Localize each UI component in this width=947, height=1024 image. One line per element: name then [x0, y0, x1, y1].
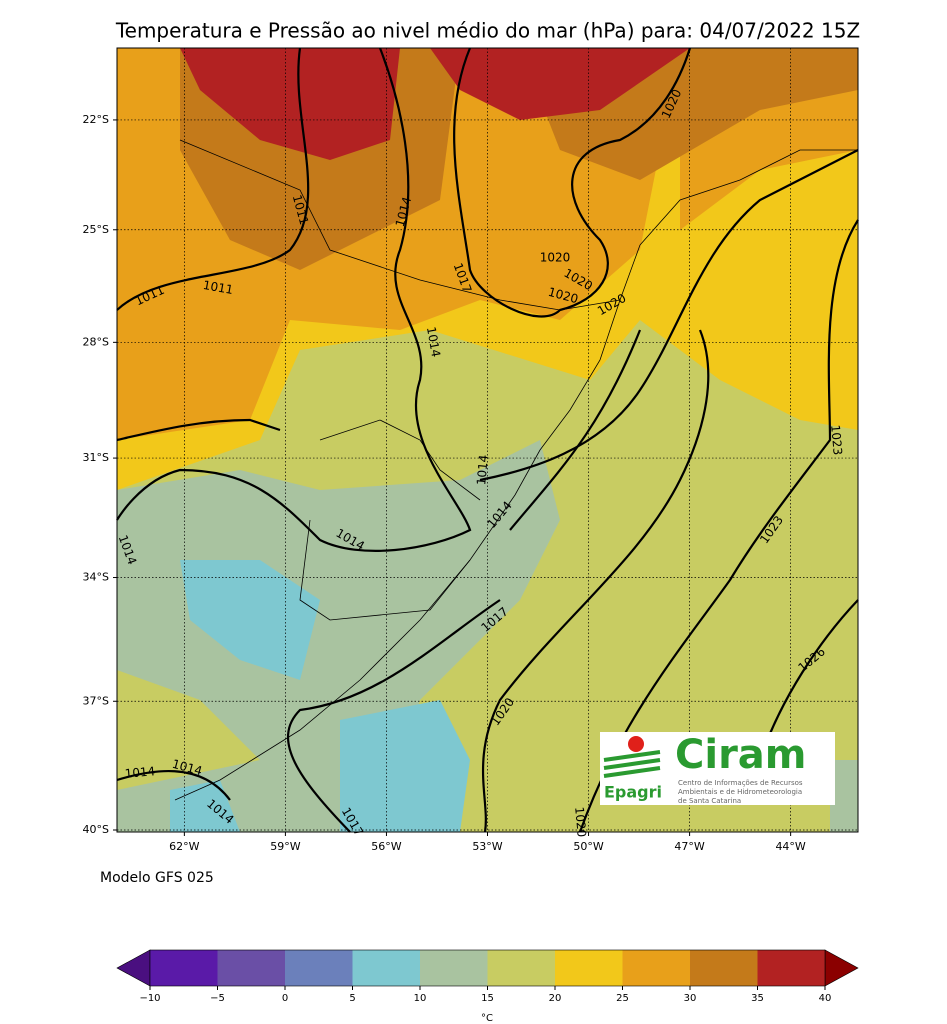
lat-label: 25°S: [83, 223, 109, 236]
colorbar-segment: [150, 950, 218, 986]
colorbar-segment: [217, 950, 285, 986]
lat-label: 22°S: [83, 113, 109, 126]
colorbar-segment: [487, 950, 555, 986]
lon-label: 62°W: [169, 840, 199, 853]
colorbar-segment: [352, 950, 420, 986]
logo-name: Ciram: [675, 732, 806, 778]
logo-text: de Santa Catarina: [678, 797, 741, 805]
contour: [481, 329, 710, 833]
lon-label: 56°W: [371, 840, 401, 853]
colorbar-unit: °C: [481, 1013, 493, 1024]
map: 1011 1014 1011 1011 1020 1020 1020 1020 …: [116, 47, 859, 838]
graticule: [117, 48, 858, 831]
logo: Ciram Epagri Centro de Informações de Re…: [600, 732, 835, 805]
colorbar-extend-low: [116, 949, 151, 987]
zone-5-10: [170, 560, 470, 832]
contour: [116, 47, 472, 553]
colorbar-segment: [757, 950, 825, 986]
logo-sun: [628, 736, 644, 752]
border: [179, 139, 858, 621]
contour-label: 1011: [202, 278, 235, 297]
coastline: [174, 244, 641, 801]
colorbar-tick-label: 40: [819, 993, 832, 1004]
colorbar-tick-label: 10: [414, 993, 427, 1004]
colorbar-tick-label: 30: [684, 993, 697, 1004]
logo-org: Epagri: [604, 783, 662, 802]
logo-waves: [603, 750, 661, 778]
lon-label: 50°W: [573, 840, 603, 853]
colorbar-tick-label: 15: [481, 993, 494, 1004]
zone-35-40: [180, 48, 690, 160]
model-label: Modelo GFS 025: [100, 870, 214, 886]
colorbar-tick-label: 5: [349, 993, 355, 1004]
contour-label: 1014: [124, 764, 156, 781]
zone-15-20: [117, 670, 260, 790]
contour: [116, 47, 310, 311]
contour-label: 1020: [572, 806, 589, 838]
contour-label: 1014: [424, 326, 443, 359]
contour: [116, 149, 859, 482]
lat-label: 34°S: [83, 571, 109, 584]
contour-label: 1020: [540, 251, 571, 265]
lat-label: 40°S: [83, 823, 109, 836]
colorbar-segment: [555, 950, 623, 986]
lat-label: 31°S: [83, 451, 109, 464]
lon-label: 47°W: [674, 840, 704, 853]
contour: [453, 47, 692, 318]
lon-label: 59°W: [270, 840, 300, 853]
contour-label: 1014: [474, 454, 491, 486]
contour: [287, 329, 642, 833]
title: Temperatura e Pressão ao nivel médio do …: [115, 19, 860, 43]
colorbar-tick-label: −10: [139, 993, 160, 1004]
colorbar: −10 −5 0 5 10 15 20 25 30 35 40: [116, 949, 859, 1004]
colorbar-tick-label: 35: [751, 993, 764, 1004]
lat-label: 28°S: [83, 335, 109, 348]
zone-10-15: [117, 440, 858, 832]
colorbar-segment: [690, 950, 758, 986]
colorbar-tick-label: 20: [549, 993, 562, 1004]
colorbar-segment: [285, 950, 353, 986]
colorbar-segment: [622, 950, 690, 986]
contour-label: 1023: [828, 424, 845, 456]
colorbar-tick-label: 25: [616, 993, 629, 1004]
lon-label: 53°W: [472, 840, 502, 853]
colorbar-tick-label: 0: [282, 993, 288, 1004]
colorbar-extend-high: [824, 949, 859, 987]
logo-text: Centro de Informações de Recursos: [678, 779, 803, 787]
colorbar-segment: [420, 950, 488, 986]
logo-text: Ambientais e de Hidrometeorologia: [678, 788, 802, 796]
lat-label: 37°S: [83, 694, 109, 707]
contour: [578, 219, 859, 833]
lon-label: 44°W: [775, 840, 805, 853]
colorbar-tick-label: −5: [210, 993, 225, 1004]
